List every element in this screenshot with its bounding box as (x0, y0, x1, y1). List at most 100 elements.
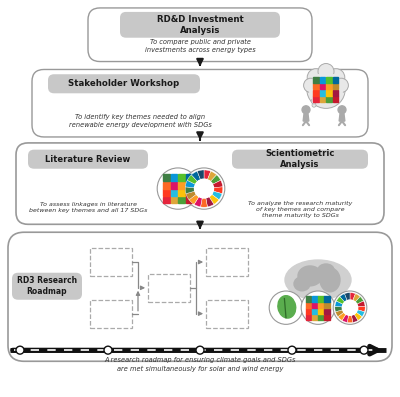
Circle shape (311, 98, 317, 104)
Bar (313, 90, 319, 96)
Bar (186, 189, 192, 196)
Wedge shape (186, 191, 196, 200)
Wedge shape (206, 197, 214, 207)
Wedge shape (344, 293, 350, 301)
Bar (206, 300, 248, 328)
Wedge shape (189, 194, 199, 204)
Bar (170, 189, 178, 196)
Bar (324, 314, 330, 320)
Bar (186, 174, 192, 181)
Circle shape (301, 291, 335, 324)
Bar (324, 302, 330, 308)
Circle shape (157, 168, 199, 209)
Wedge shape (342, 314, 348, 322)
Circle shape (288, 346, 296, 354)
Bar (320, 96, 326, 102)
Bar (312, 302, 318, 308)
Wedge shape (213, 187, 223, 194)
Ellipse shape (298, 266, 322, 286)
Circle shape (342, 300, 358, 315)
Circle shape (360, 346, 368, 354)
Bar (312, 296, 318, 302)
Wedge shape (353, 294, 360, 302)
Bar (318, 302, 324, 308)
Wedge shape (194, 197, 202, 207)
Circle shape (304, 78, 318, 93)
Bar (306, 302, 311, 308)
Circle shape (194, 179, 214, 198)
Wedge shape (352, 314, 358, 322)
Wedge shape (208, 171, 217, 181)
Bar (90, 300, 132, 328)
Circle shape (16, 346, 24, 354)
Bar (324, 296, 330, 302)
Bar (206, 248, 248, 276)
Wedge shape (350, 293, 356, 301)
Bar (332, 83, 338, 89)
Bar (163, 189, 170, 196)
Bar (170, 197, 178, 203)
FancyBboxPatch shape (120, 12, 280, 38)
Bar (170, 182, 178, 189)
Wedge shape (357, 301, 365, 307)
Bar (313, 96, 319, 102)
Circle shape (196, 346, 204, 354)
Bar (326, 77, 332, 83)
Text: To assess linkages in literature
between key themes and all 17 SDGs: To assess linkages in literature between… (29, 202, 147, 213)
Circle shape (309, 72, 343, 106)
Polygon shape (303, 114, 309, 121)
FancyBboxPatch shape (48, 74, 200, 93)
Wedge shape (340, 294, 347, 302)
Wedge shape (209, 194, 219, 204)
Circle shape (307, 70, 345, 108)
Bar (313, 77, 319, 83)
Ellipse shape (278, 296, 296, 318)
Bar (318, 296, 324, 302)
FancyBboxPatch shape (8, 232, 392, 361)
Bar (313, 83, 319, 89)
Wedge shape (335, 306, 343, 312)
Bar (326, 90, 332, 96)
Bar (306, 308, 311, 314)
Bar (306, 296, 311, 302)
Bar (320, 77, 326, 83)
Bar (332, 96, 338, 102)
Wedge shape (185, 187, 195, 194)
Bar (178, 189, 185, 196)
Wedge shape (191, 171, 200, 181)
Bar (332, 90, 338, 96)
Circle shape (334, 78, 348, 93)
Circle shape (318, 64, 334, 79)
Bar (178, 182, 185, 189)
Bar (326, 96, 332, 102)
Ellipse shape (285, 260, 351, 300)
Circle shape (338, 106, 346, 114)
Wedge shape (355, 297, 364, 304)
Wedge shape (336, 297, 345, 304)
Bar (148, 274, 190, 302)
Ellipse shape (318, 264, 334, 276)
Text: To compare public and private
investments across energy types: To compare public and private investment… (145, 39, 255, 53)
Wedge shape (356, 310, 364, 317)
FancyBboxPatch shape (28, 150, 148, 169)
Bar (312, 308, 318, 314)
Wedge shape (335, 301, 343, 307)
Polygon shape (339, 114, 345, 121)
Bar (186, 182, 192, 189)
Wedge shape (357, 306, 365, 312)
Circle shape (333, 291, 367, 324)
Wedge shape (338, 312, 346, 320)
Wedge shape (347, 315, 353, 323)
Wedge shape (204, 170, 211, 180)
Text: Stakeholder Workshop: Stakeholder Workshop (68, 79, 180, 88)
Text: To analyze the research maturity
of key themes and compare
theme maturity to SDG: To analyze the research maturity of key … (248, 200, 352, 218)
FancyBboxPatch shape (32, 69, 368, 137)
FancyBboxPatch shape (12, 273, 82, 300)
Wedge shape (185, 180, 196, 188)
Wedge shape (187, 175, 198, 184)
Wedge shape (336, 310, 344, 317)
Bar (163, 182, 170, 189)
FancyBboxPatch shape (232, 150, 368, 169)
Ellipse shape (294, 277, 310, 291)
Bar (324, 308, 330, 314)
